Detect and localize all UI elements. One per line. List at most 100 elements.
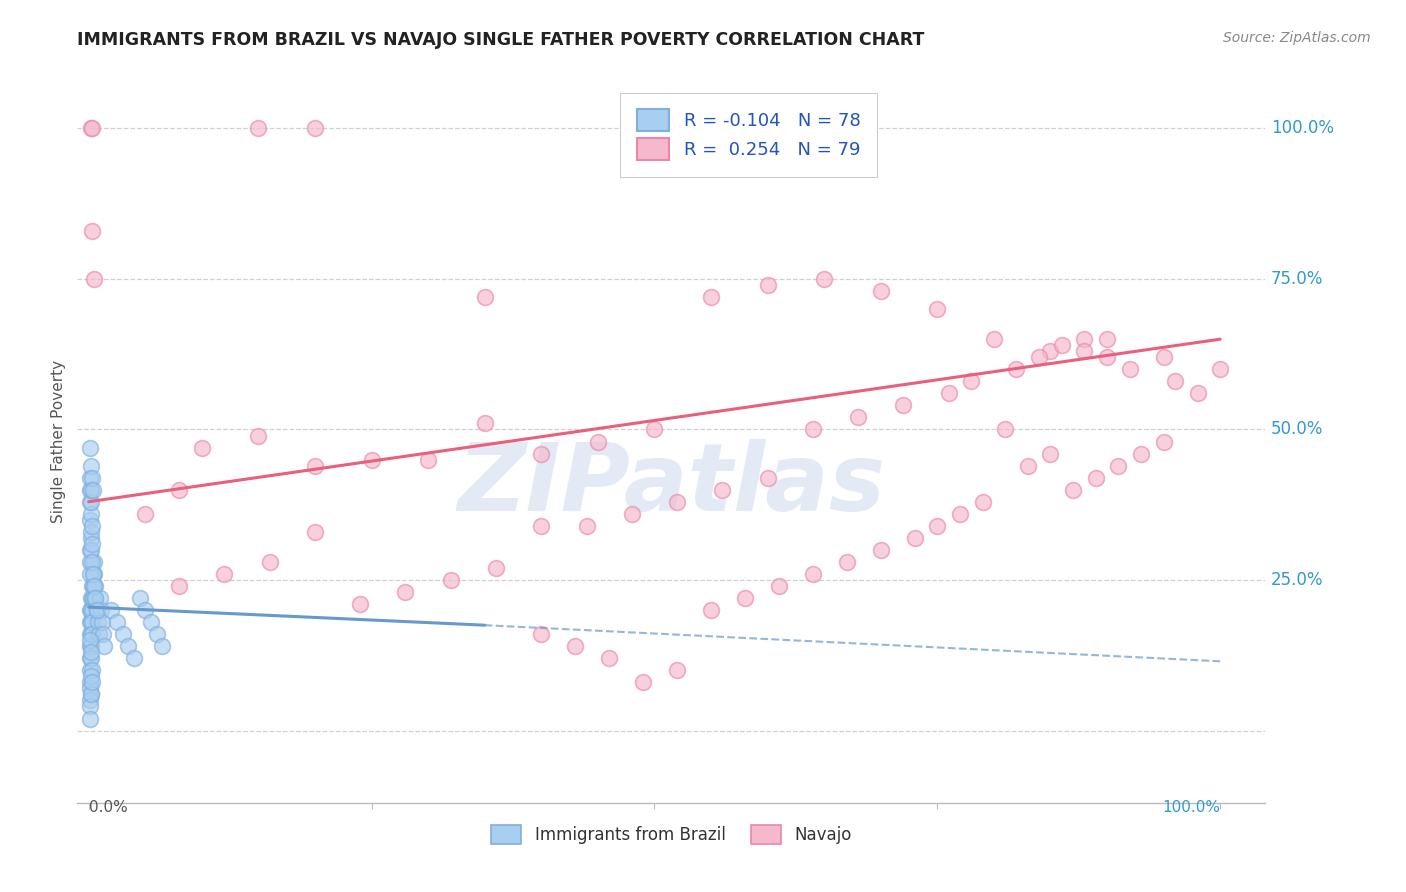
Text: 25.0%: 25.0%: [1271, 571, 1323, 589]
Point: [79, 494, 101, 508]
Point: [93, 639, 115, 653]
Point: [80, 664, 103, 678]
Point: [80, 669, 103, 683]
Point: [80, 645, 103, 659]
Point: [586, 434, 609, 449]
Text: Source: ZipAtlas.com: Source: ZipAtlas.com: [1223, 31, 1371, 45]
Point: [80, 121, 103, 136]
Point: [80, 603, 103, 617]
Point: [869, 284, 891, 298]
Point: [79, 664, 101, 678]
Point: [1187, 386, 1209, 401]
Point: [79, 603, 101, 617]
Point: [79, 483, 101, 497]
Point: [80, 518, 103, 533]
Point: [440, 573, 463, 587]
Point: [90, 603, 112, 617]
Point: [247, 428, 270, 442]
Point: [83, 579, 105, 593]
Point: [530, 446, 553, 460]
Point: [83, 272, 105, 286]
Point: [80, 458, 103, 473]
Point: [79, 681, 101, 696]
Point: [84, 579, 107, 593]
Point: [734, 591, 756, 606]
Point: [80, 537, 103, 551]
Point: [1062, 483, 1084, 497]
Point: [79, 555, 101, 569]
Point: [80, 627, 103, 641]
Point: [1073, 344, 1095, 359]
Point: [620, 507, 643, 521]
Point: [128, 591, 150, 606]
Point: [80, 524, 103, 539]
Point: [145, 627, 167, 641]
Point: [134, 603, 156, 617]
Point: [89, 591, 111, 606]
Text: 50.0%: 50.0%: [1271, 420, 1323, 439]
Point: [1005, 362, 1028, 376]
Point: [1153, 350, 1175, 364]
Point: [1095, 350, 1118, 364]
Point: [93, 627, 115, 641]
Point: [835, 555, 858, 569]
Point: [79, 471, 101, 485]
Point: [80, 542, 103, 557]
Point: [80, 555, 103, 569]
Point: [304, 458, 326, 473]
Point: [813, 272, 835, 286]
Text: 100.0%: 100.0%: [1163, 800, 1220, 814]
Point: [117, 639, 139, 653]
Point: [972, 494, 994, 508]
Point: [80, 591, 103, 606]
Point: [82, 567, 104, 582]
Point: [643, 423, 665, 437]
Legend: Immigrants from Brazil, Navajo: Immigrants from Brazil, Navajo: [484, 816, 859, 852]
Point: [1028, 350, 1050, 364]
Point: [994, 423, 1017, 437]
Point: [1118, 362, 1140, 376]
Point: [79, 542, 101, 557]
Point: [304, 524, 326, 539]
Point: [474, 417, 496, 431]
Point: [80, 675, 103, 690]
Point: [949, 507, 972, 521]
Point: [86, 603, 108, 617]
Point: [191, 441, 214, 455]
Point: [167, 579, 190, 593]
Point: [1107, 458, 1129, 473]
Point: [122, 651, 145, 665]
Point: [768, 579, 790, 593]
Point: [869, 542, 891, 557]
Point: [756, 277, 779, 292]
Point: [1017, 458, 1039, 473]
Point: [711, 483, 734, 497]
Point: [1095, 332, 1118, 346]
Point: [82, 483, 104, 497]
Point: [1209, 362, 1232, 376]
Point: [79, 651, 101, 665]
Point: [700, 603, 723, 617]
Point: [111, 627, 134, 641]
Point: [80, 591, 103, 606]
Point: [80, 615, 103, 630]
Y-axis label: Single Father Poverty: Single Father Poverty: [51, 360, 66, 523]
Point: [80, 531, 103, 545]
Point: [80, 579, 103, 593]
Point: [891, 398, 914, 412]
Point: [79, 441, 101, 455]
Point: [167, 483, 190, 497]
Point: [474, 290, 496, 304]
Point: [100, 603, 122, 617]
Point: [214, 567, 236, 582]
Point: [79, 639, 101, 653]
Point: [1073, 332, 1095, 346]
Point: [247, 121, 270, 136]
Text: 100.0%: 100.0%: [1271, 120, 1334, 137]
Point: [1164, 375, 1187, 389]
Point: [904, 531, 927, 545]
Text: IMMIGRANTS FROM BRAZIL VS NAVAJO SINGLE FATHER POVERTY CORRELATION CHART: IMMIGRANTS FROM BRAZIL VS NAVAJO SINGLE …: [77, 31, 925, 49]
Point: [80, 687, 103, 701]
Point: [83, 555, 105, 569]
Point: [666, 494, 689, 508]
